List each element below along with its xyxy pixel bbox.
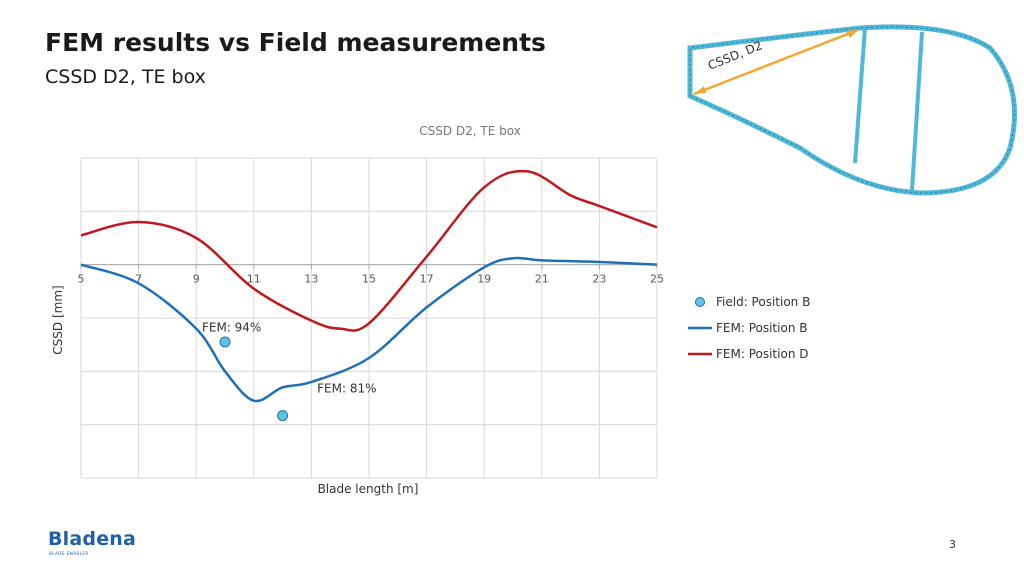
chart-annotations: FEM: 94% FEM: 81% xyxy=(202,320,377,395)
x-tick-label: 15 xyxy=(362,273,376,286)
legend-label: Field: Position B xyxy=(716,295,810,309)
x-tick-label: 17 xyxy=(420,273,434,286)
data-point xyxy=(277,410,289,422)
bladena-tagline: BLADE ENABLER xyxy=(49,551,89,556)
web-front xyxy=(853,27,867,164)
x-tick-label: 9 xyxy=(193,273,200,286)
x-tick-label: 21 xyxy=(535,273,549,286)
x-tick-label: 25 xyxy=(650,273,664,286)
chart-series xyxy=(80,169,658,422)
blade-cross-section-diagram: CSSD, D2 xyxy=(687,24,1017,196)
x-axis-label: Blade length [m] xyxy=(318,482,419,496)
chart-legend: Field: Position B FEM: Position B FEM: Pos… xyxy=(688,295,810,361)
x-tick-label: 11 xyxy=(247,273,261,286)
cssd-arrow xyxy=(693,28,859,96)
legend-label: FEM: Position D xyxy=(716,347,808,361)
series-line xyxy=(80,256,658,403)
data-annotation: FEM: 94% xyxy=(202,320,261,334)
x-tick-label: 13 xyxy=(304,273,318,286)
web-rear xyxy=(910,31,924,191)
x-tick-label: 23 xyxy=(592,273,606,286)
data-annotation: FEM: 81% xyxy=(317,382,376,396)
page-number: 3 xyxy=(949,538,956,551)
chart-title: CSSD D2, TE box xyxy=(419,124,521,138)
series-line xyxy=(80,169,658,332)
chart-axes: 5 7 9 11 13 15 17 19 21 23 25 xyxy=(78,264,664,286)
legend-swatch xyxy=(695,297,705,307)
legend-label: FEM: Position B xyxy=(716,321,807,335)
slide-title: FEM results vs Field measurements xyxy=(45,28,546,57)
data-point xyxy=(219,336,231,348)
x-tick-label: 5 xyxy=(78,273,85,286)
chart-grid xyxy=(80,157,658,479)
bladena-logo: Bladena xyxy=(48,528,137,550)
x-tick-label: 7 xyxy=(135,273,142,286)
y-axis-label: CSSD [mm] xyxy=(51,285,65,354)
slide-subtitle: CSSD D2, TE box xyxy=(45,66,206,88)
x-tick-label: 19 xyxy=(477,273,491,286)
